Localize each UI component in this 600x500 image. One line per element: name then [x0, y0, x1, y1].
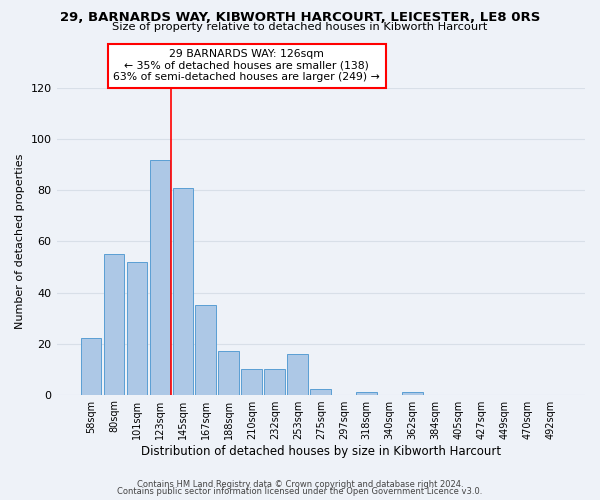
Bar	[265, 369, 285, 394]
Bar	[173, 188, 193, 394]
Bar	[241, 369, 262, 394]
Bar	[80, 338, 101, 394]
Bar	[218, 351, 239, 395]
X-axis label: Distribution of detached houses by size in Kibworth Harcourt: Distribution of detached houses by size …	[141, 444, 501, 458]
Text: Contains public sector information licensed under the Open Government Licence v3: Contains public sector information licen…	[118, 487, 482, 496]
Text: Contains HM Land Registry data © Crown copyright and database right 2024.: Contains HM Land Registry data © Crown c…	[137, 480, 463, 489]
Bar	[403, 392, 423, 394]
Y-axis label: Number of detached properties: Number of detached properties	[15, 154, 25, 329]
Bar	[310, 390, 331, 394]
Bar	[104, 254, 124, 394]
Bar	[287, 354, 308, 395]
Text: 29 BARNARDS WAY: 126sqm
← 35% of detached houses are smaller (138)
63% of semi-d: 29 BARNARDS WAY: 126sqm ← 35% of detache…	[113, 49, 380, 82]
Bar	[127, 262, 147, 394]
Bar	[149, 160, 170, 394]
Text: Size of property relative to detached houses in Kibworth Harcourt: Size of property relative to detached ho…	[112, 22, 488, 32]
Text: 29, BARNARDS WAY, KIBWORTH HARCOURT, LEICESTER, LE8 0RS: 29, BARNARDS WAY, KIBWORTH HARCOURT, LEI…	[60, 11, 540, 24]
Bar	[356, 392, 377, 394]
Bar	[196, 306, 216, 394]
